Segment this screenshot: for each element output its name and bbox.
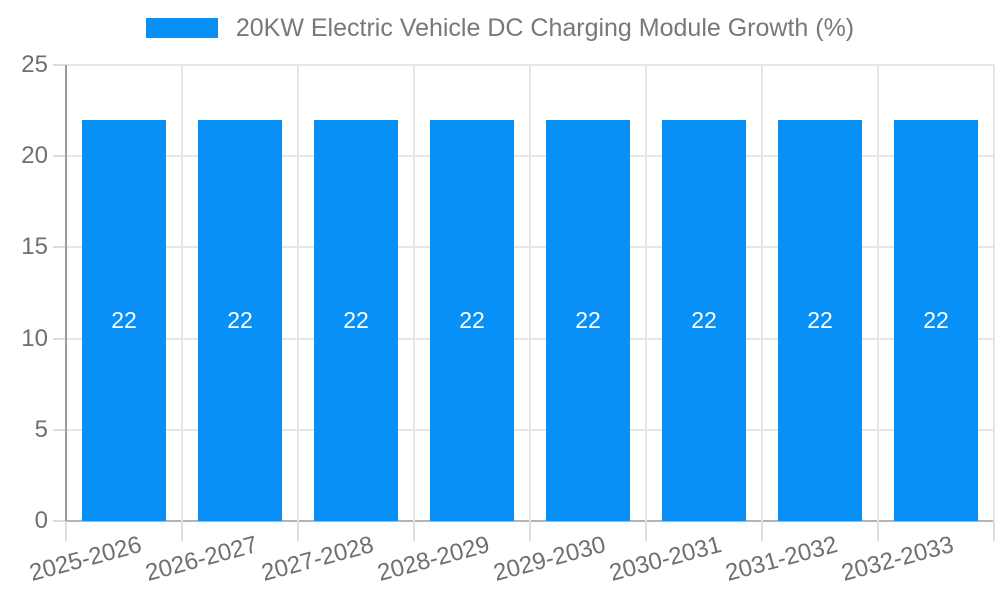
x-axis-tick-label: 2026-2027: [142, 531, 261, 587]
y-tick-mark: [53, 155, 66, 157]
bar-value-label: 22: [691, 306, 717, 333]
x-tick-mark: [297, 521, 299, 541]
gridline: [181, 65, 183, 521]
legend[interactable]: 20KW Electric Vehicle DC Charging Module…: [0, 14, 1000, 42]
y-tick-mark: [53, 520, 66, 522]
bar[interactable]: 22: [198, 120, 282, 521]
bar[interactable]: 22: [430, 120, 514, 521]
y-tick-mark: [53, 246, 66, 248]
bar[interactable]: 22: [546, 120, 630, 521]
gridline: [993, 65, 995, 521]
y-axis-tick-label: 20: [21, 142, 48, 169]
x-tick-mark: [877, 521, 879, 541]
gridline: [529, 65, 531, 521]
y-axis-tick-label: 10: [21, 325, 48, 352]
bar-value-label: 22: [575, 306, 601, 333]
y-tick-mark: [53, 429, 66, 431]
x-tick-mark: [529, 521, 531, 541]
x-axis-tick-label: 2027-2028: [258, 531, 377, 587]
gridline: [877, 65, 879, 521]
bar[interactable]: 22: [314, 120, 398, 521]
gridline: [645, 65, 647, 521]
x-axis-tick-label: 2025-2026: [26, 531, 145, 587]
bar-value-label: 22: [807, 306, 833, 333]
bar-value-label: 22: [111, 306, 137, 333]
y-axis-tick-label: 15: [21, 233, 48, 260]
x-axis-tick-label: 2029-2030: [490, 531, 609, 587]
x-tick-mark: [65, 521, 67, 541]
x-tick-mark: [645, 521, 647, 541]
bar-value-label: 22: [343, 306, 369, 333]
bar-value-label: 22: [923, 306, 949, 333]
x-axis-tick-label: 2030-2031: [606, 531, 725, 587]
y-axis-tick-label: 5: [34, 416, 48, 443]
gridline: [413, 65, 415, 521]
x-tick-mark: [181, 521, 183, 541]
bar[interactable]: 22: [894, 120, 978, 521]
x-axis-tick-label: 2028-2029: [374, 531, 493, 587]
x-tick-mark: [993, 521, 995, 541]
bar[interactable]: 22: [662, 120, 746, 521]
bar-value-label: 22: [227, 306, 253, 333]
x-tick-mark: [761, 521, 763, 541]
gridline: [297, 65, 299, 521]
legend-swatch-icon: [145, 18, 218, 38]
y-tick-mark: [53, 338, 66, 340]
bar-value-label: 22: [459, 306, 485, 333]
y-axis-line: [65, 65, 67, 521]
legend-label: 20KW Electric Vehicle DC Charging Module…: [235, 14, 855, 42]
x-axis-tick-label: 2032-2033: [838, 531, 957, 587]
bar[interactable]: 22: [778, 120, 862, 521]
y-axis-tick-label: 0: [34, 507, 48, 534]
x-axis-tick-label: 2031-2032: [722, 531, 841, 587]
bar[interactable]: 22: [82, 120, 166, 521]
x-tick-mark: [413, 521, 415, 541]
gridline: [761, 65, 763, 521]
y-axis-tick-label: 25: [21, 51, 48, 78]
y-tick-mark: [53, 64, 66, 66]
